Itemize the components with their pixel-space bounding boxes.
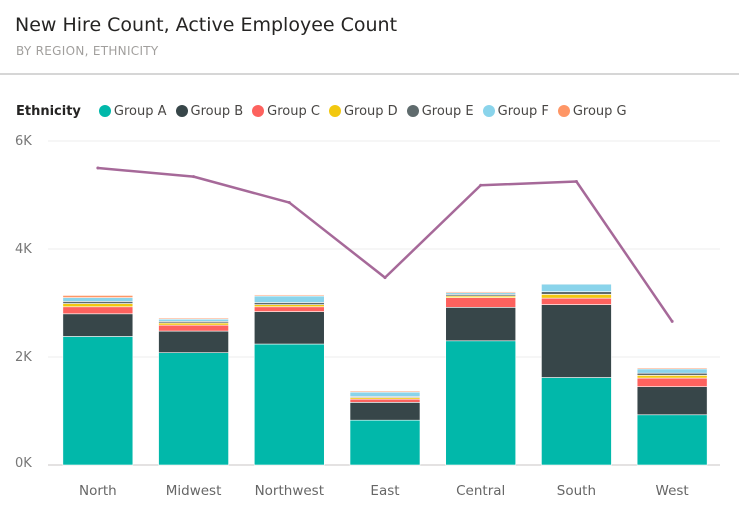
line-point-south: [574, 180, 578, 183]
bar-segment-south-group-a: [541, 377, 612, 466]
legend-item-group-e[interactable]: Group E: [406, 103, 474, 119]
legend-swatch: [482, 105, 495, 117]
bar-segment-east-group-f: [349, 391, 421, 397]
bar-segment-midwest-group-d: [158, 322, 229, 326]
y-tick-label: 2K: [15, 350, 32, 365]
legend-label: Group F: [497, 103, 549, 119]
bar-segment-east-group-a: [349, 419, 421, 466]
legend-label: Group G: [572, 103, 627, 119]
legend-label: Group B: [190, 103, 244, 119]
line-point-east: [383, 276, 387, 280]
bar-segment-west-group-b: [636, 386, 708, 416]
bar-segment-south-group-g: [541, 283, 612, 285]
line-point-north: [96, 166, 100, 170]
legend-item-group-d[interactable]: Group D: [328, 103, 398, 119]
legend-label: Group C: [267, 103, 320, 119]
y-tick-label: 0K: [15, 456, 32, 471]
bar-segment-northwest-group-g: [253, 294, 325, 297]
bar-segment-northwest-group-f: [253, 295, 325, 303]
legend-item-group-b[interactable]: Group B: [175, 103, 244, 119]
bar-segment-northwest-group-d: [253, 304, 325, 308]
chart-legend: Ethnicity Group A Group B Group C Group …: [16, 101, 636, 121]
header-divider: [0, 73, 739, 75]
bar-segment-central-group-g: [445, 291, 517, 294]
bar-segment-south-group-e: [541, 291, 612, 295]
bar-segment-west-group-a: [636, 414, 708, 466]
line-point-west: [670, 319, 674, 323]
legend-swatch: [406, 105, 419, 117]
bar-segment-central-group-a: [445, 340, 517, 466]
bar-segment-south-group-f: [541, 283, 612, 292]
bar-segment-northwest-group-e: [253, 302, 325, 305]
legend-item-group-f[interactable]: Group F: [482, 103, 549, 119]
y-tick-label: 6K: [15, 134, 32, 149]
legend-title: Ethnicity: [16, 103, 81, 119]
bar-segment-east-group-b: [349, 402, 421, 421]
chart-subtitle: BY REGION, ETHNICITY: [16, 44, 159, 58]
bar-segment-northwest-group-a: [253, 343, 325, 466]
bar-segment-midwest-group-b: [158, 330, 229, 353]
x-tick-label: South: [557, 483, 596, 499]
bar-segment-central-group-c: [445, 297, 517, 308]
bar-segment-midwest-group-g: [158, 317, 229, 320]
legend-swatch: [328, 105, 341, 117]
bar-segment-west-group-c: [636, 377, 708, 387]
legend-swatch: [252, 105, 265, 117]
x-tick-label: East: [370, 483, 399, 499]
chart-title: New Hire Count, Active Employee Count: [15, 14, 398, 36]
bar-segment-northwest-group-c: [253, 306, 325, 312]
x-tick-label: Northwest: [255, 483, 324, 499]
x-tick-label: Midwest: [166, 483, 222, 499]
legend-item-group-a[interactable]: Group A: [98, 103, 167, 119]
bar-segment-south-group-c: [541, 297, 612, 305]
bar-segment-north-group-c: [62, 306, 134, 315]
bar-segment-west-group-f: [636, 368, 708, 374]
bar-segment-west-group-e: [636, 372, 708, 376]
y-tick-label: 4K: [15, 242, 32, 257]
x-tick-label: Central: [456, 483, 505, 499]
legend-label: Group A: [113, 103, 167, 119]
x-tick-label: West: [656, 483, 689, 499]
legend-swatch: [175, 105, 188, 117]
bar-segment-west-group-g: [636, 367, 708, 370]
bar-segment-north-group-e: [62, 301, 134, 304]
bar-segment-south-group-d: [541, 294, 612, 299]
bar-segment-north-group-d: [62, 303, 134, 308]
bar-segment-central-group-b: [445, 307, 517, 342]
legend-label: Group E: [421, 103, 474, 119]
bar-segment-east-group-c: [349, 398, 421, 403]
bar-segment-midwest-group-a: [158, 352, 229, 466]
bar-segment-east-group-g: [349, 390, 421, 393]
bar-segment-north-group-g: [62, 295, 134, 298]
legend-item-group-g[interactable]: Group G: [557, 103, 627, 119]
legend-swatch: [557, 105, 570, 117]
x-tick-label: North: [79, 483, 117, 499]
bar-segment-north-group-a: [62, 336, 134, 466]
legend-label: Group D: [343, 103, 398, 119]
bar-segment-north-group-f: [62, 297, 134, 302]
bar-segment-north-group-b: [62, 313, 134, 337]
legend-item-group-c[interactable]: Group C: [252, 104, 320, 119]
bar-segment-south-group-b: [541, 304, 612, 378]
legend-swatch: [98, 105, 111, 117]
line-point-northwest: [287, 201, 291, 205]
line-point-central: [479, 183, 483, 187]
bar-segment-northwest-group-b: [253, 311, 325, 345]
bar-segment-midwest-group-f: [158, 318, 229, 322]
bar-segment-west-group-d: [636, 375, 708, 379]
bar-segment-midwest-group-c: [158, 324, 229, 332]
line-point-midwest: [192, 175, 196, 179]
